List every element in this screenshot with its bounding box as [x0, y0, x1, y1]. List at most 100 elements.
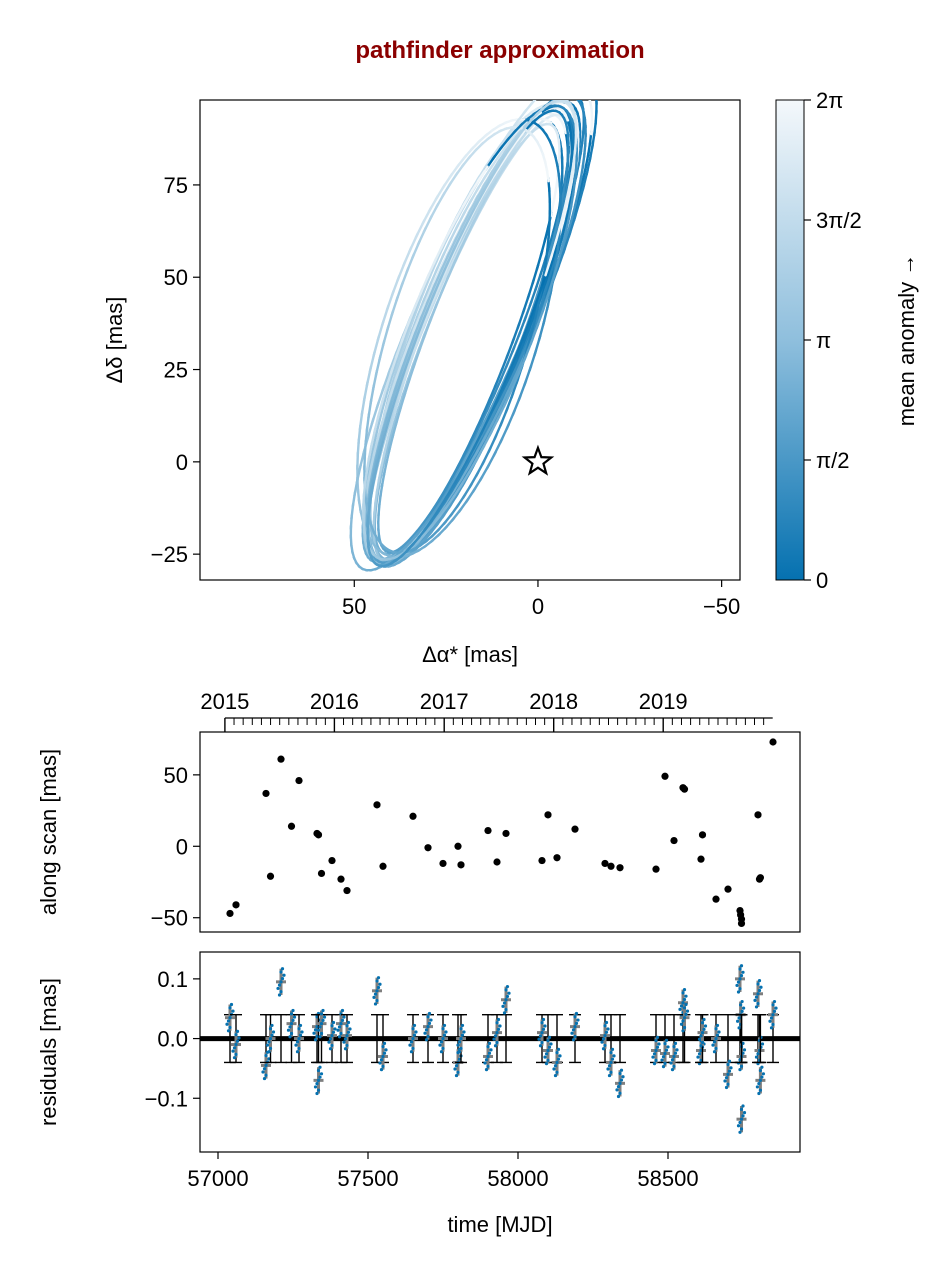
- residual-sample: [738, 967, 742, 971]
- colorbar-tick-label: 3π/2: [816, 208, 862, 233]
- residual-sample: [265, 1043, 270, 1047]
- along-scan-point: [287, 822, 296, 830]
- residual-sample: [711, 1043, 715, 1047]
- residual-sample: [235, 1039, 240, 1043]
- residual-sample: [739, 1107, 744, 1111]
- y-tick-label: 25: [164, 358, 188, 383]
- residual-sample: [232, 1056, 237, 1060]
- residual-sample: [661, 1055, 666, 1059]
- residual-sample: [754, 1055, 759, 1059]
- residual-sample: [556, 1047, 561, 1051]
- y-tick-label: −0.1: [145, 1086, 188, 1111]
- residual-sample: [546, 1058, 550, 1062]
- residual-point: [542, 1013, 554, 1066]
- residual-sample: [342, 1015, 346, 1019]
- residual-sample: [456, 1043, 460, 1047]
- orbit-segment: [545, 118, 553, 125]
- residual-sample: [267, 1040, 271, 1044]
- residual-sample: [379, 1068, 384, 1072]
- residual-sample: [459, 1036, 463, 1041]
- residual-sample: [651, 1055, 655, 1059]
- residuals-x-axis-label: time [MJD]: [447, 1212, 552, 1237]
- residual-sample: [423, 1031, 427, 1035]
- residual-point: [754, 1013, 767, 1096]
- along-scan-point: [756, 874, 765, 882]
- residual-sample: [318, 1025, 322, 1029]
- along-scan-point: [493, 858, 501, 866]
- residual-point: [230, 1013, 242, 1064]
- residual-sample: [756, 1052, 760, 1056]
- residual-sample: [742, 1048, 747, 1052]
- x-tick-label: 57000: [187, 1166, 248, 1191]
- residual-sample: [758, 1088, 763, 1092]
- residual-sample: [681, 1019, 685, 1023]
- residual-sample: [280, 976, 285, 981]
- residual-sample: [379, 1058, 384, 1062]
- residual-sample: [313, 1085, 318, 1089]
- residual-sample: [723, 1079, 727, 1083]
- residual-sample: [618, 1071, 622, 1076]
- residual-sample: [547, 1035, 552, 1039]
- residual-sample: [228, 1016, 232, 1020]
- residual-sample: [412, 1023, 417, 1028]
- residual-sample: [702, 1027, 706, 1031]
- residual-point: [315, 1008, 328, 1064]
- along-scan-point: [502, 829, 510, 838]
- residual-sample: [684, 1012, 688, 1016]
- residual-sample: [600, 1040, 604, 1044]
- residual-sample: [571, 1038, 576, 1042]
- residual-sample: [740, 999, 744, 1004]
- orbit-segment: [476, 165, 489, 183]
- residual-sample: [681, 991, 685, 995]
- residual-sample: [409, 1040, 414, 1044]
- orbit-y-axis-label: Δδ [mas]: [102, 297, 127, 384]
- residual-sample: [429, 1018, 433, 1022]
- along-scan-point: [737, 919, 746, 928]
- residual-sample: [282, 973, 286, 977]
- residual-sample: [345, 1043, 349, 1048]
- x-tick-label: 58000: [487, 1166, 548, 1191]
- residual-sample: [552, 1067, 556, 1071]
- residual-sample: [739, 1064, 744, 1068]
- residual-sample: [313, 1038, 318, 1042]
- residual-sample: [456, 1070, 460, 1074]
- residual-point: [614, 1013, 626, 1099]
- residual-sample: [345, 1024, 349, 1028]
- residual-sample: [441, 1036, 445, 1041]
- orbit-segment: [584, 90, 587, 94]
- residual-sample: [234, 1042, 238, 1047]
- residual-point: [437, 1013, 449, 1064]
- x-tick-label: 50: [342, 594, 366, 619]
- along-scan-point: [457, 861, 465, 869]
- y-tick-label: 50: [164, 763, 188, 788]
- residual-sample: [655, 1045, 660, 1049]
- residual-sample: [738, 1068, 742, 1072]
- along-scan-point: [680, 785, 689, 793]
- residual-sample: [280, 967, 285, 971]
- residual-sample: [603, 1043, 607, 1048]
- residual-sample: [312, 1031, 316, 1035]
- residual-sample: [276, 986, 280, 991]
- residual-sample: [459, 1046, 463, 1051]
- residual-sample: [237, 1036, 241, 1040]
- along-scan-point: [409, 812, 417, 820]
- along-scan-points: [226, 738, 777, 928]
- residual-sample: [537, 1037, 541, 1041]
- along-scan-point: [607, 862, 615, 870]
- orbit-segment: [562, 124, 568, 135]
- residual-sample: [316, 1078, 321, 1082]
- residual-sample: [496, 1017, 501, 1022]
- colorbar-gradient: [775, 99, 805, 581]
- residual-sample: [558, 1054, 562, 1058]
- along-scan-y-ticks: 50 0 −50: [151, 763, 200, 931]
- residual-sample: [759, 985, 763, 989]
- residual-sample: [673, 1041, 678, 1045]
- residual-sample: [321, 1018, 325, 1022]
- residual-sample: [717, 1030, 721, 1034]
- residual-sample: [268, 1046, 273, 1051]
- residual-sample: [757, 979, 762, 983]
- chart-title: pathfinder approximation: [355, 37, 644, 64]
- residual-sample: [231, 1049, 235, 1053]
- along-scan-point: [328, 856, 336, 865]
- residual-marks: [200, 964, 800, 1134]
